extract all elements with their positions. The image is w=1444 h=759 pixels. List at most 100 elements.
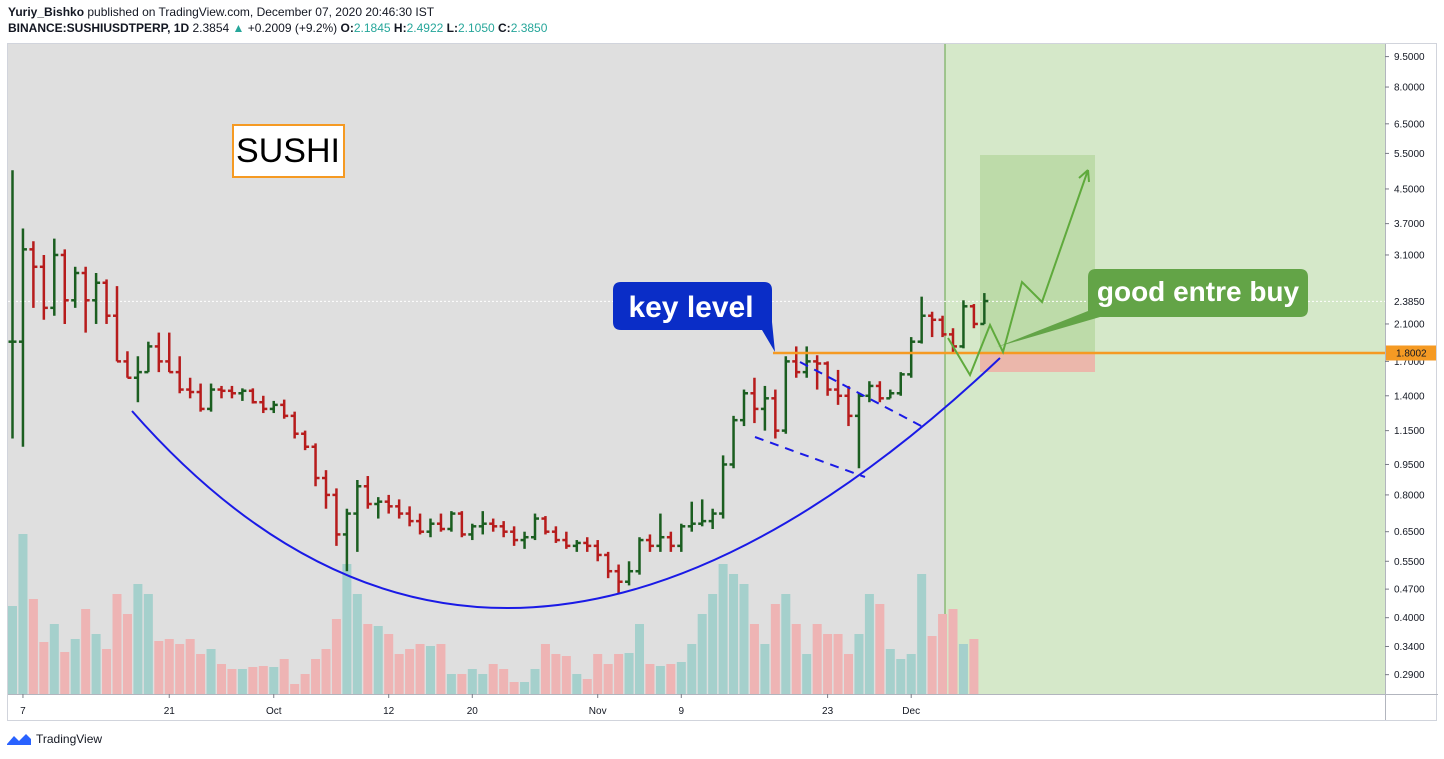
ohlc-bar xyxy=(844,385,853,427)
ohlc-bar xyxy=(196,383,205,412)
ohlc-bar xyxy=(834,369,843,405)
high-label: H: xyxy=(393,21,407,35)
volume-bar xyxy=(864,594,874,694)
ohlc-bar xyxy=(687,501,696,532)
symbol-line: BINANCE:SUSHIUSDTPERP, 1D 2.3854 ▲ +0.20… xyxy=(8,20,547,36)
volume-bar xyxy=(102,649,112,694)
ohlc-bar xyxy=(604,551,613,579)
price-tick-label: 1.7000 xyxy=(1394,357,1425,368)
time-tick-label: 9 xyxy=(679,706,685,717)
ohlc-bar xyxy=(384,494,393,514)
volume-bar xyxy=(248,667,258,694)
price-tick-label: 3.7000 xyxy=(1394,219,1425,230)
volume-bar xyxy=(896,659,906,694)
chart-frame xyxy=(7,43,1437,721)
volume-bar xyxy=(802,654,812,694)
price-tick-label: 9.5000 xyxy=(1394,52,1425,63)
volume-bar xyxy=(217,664,226,694)
volume-bar xyxy=(551,654,561,694)
ohlc-bar xyxy=(342,508,351,572)
volume-bar xyxy=(927,636,937,694)
author-name[interactable]: Yuriy_Bishko xyxy=(8,5,85,19)
volume-bar xyxy=(645,664,655,694)
ohlc-bar xyxy=(374,497,383,519)
price-tick-label: 1.4000 xyxy=(1394,391,1425,402)
ohlc-bar xyxy=(677,523,686,552)
time-tick-label: Nov xyxy=(589,706,607,717)
wedge-lower-line[interactable] xyxy=(754,436,866,478)
key-level-callout[interactable]: key level xyxy=(613,282,775,352)
volume-bar xyxy=(823,634,833,694)
price-tick-label: 0.4700 xyxy=(1394,585,1425,596)
projection-path[interactable] xyxy=(947,169,1089,378)
volume-bar xyxy=(687,644,697,694)
ohlc-bar xyxy=(719,455,728,519)
ohlc-bar xyxy=(29,241,38,308)
good-entry-text: good entre buy xyxy=(1097,276,1300,307)
price-axis[interactable]: 9.5000 8.0000 6.5000 5.5000 4.5000 3.7000 3.10… xyxy=(1385,52,1425,681)
price-tick-label: 0.2900 xyxy=(1394,670,1425,681)
volume-bar xyxy=(81,609,91,694)
volume-bar xyxy=(143,594,153,694)
volume-bar xyxy=(917,574,927,694)
ohlc-bar xyxy=(154,332,163,373)
volume-bar xyxy=(906,654,916,694)
volume-bar xyxy=(488,664,498,694)
volume-bar xyxy=(227,669,237,694)
ohlc-bar xyxy=(50,238,59,316)
ohlc-bar xyxy=(635,537,644,575)
chart-header: Yuriy_Bishko published on TradingView.co… xyxy=(8,4,547,36)
ohlc-bar xyxy=(280,399,289,419)
last-price-tag-text: 2.3850 xyxy=(1394,297,1425,308)
ohlc-bar xyxy=(593,540,602,562)
rounding-bottom-curve[interactable] xyxy=(131,357,1001,610)
ohlc-bar xyxy=(802,346,811,378)
ohlc-bar xyxy=(813,355,822,390)
ohlc-bar xyxy=(227,385,236,399)
volume-bar xyxy=(436,644,446,694)
price-tick-label: 0.9500 xyxy=(1394,460,1425,471)
ohlc-bars xyxy=(8,170,989,593)
open-label: O: xyxy=(340,21,354,35)
time-axis[interactable]: 7 21 Oct 12 20 Nov 9 23 Dec xyxy=(20,694,920,717)
last-price-tag: 2.3850 xyxy=(1386,294,1436,309)
volume-bar xyxy=(446,674,456,694)
volume-bar xyxy=(844,654,853,694)
volume-bar xyxy=(812,624,822,694)
time-tick-label: 21 xyxy=(164,706,176,717)
price-tick-label: 0.5500 xyxy=(1394,557,1425,568)
close-label: C: xyxy=(498,21,511,35)
sushi-title-box[interactable]: SUSHI xyxy=(232,124,345,178)
open-value: 2.1845 xyxy=(353,21,391,35)
volume-bar xyxy=(676,662,686,694)
good-entry-callout[interactable]: good entre buy xyxy=(997,269,1308,347)
ohlc-bar xyxy=(698,499,707,527)
up-arrow-icon: ▲ xyxy=(232,21,245,35)
ohlc-bar xyxy=(562,531,571,549)
volume-bar xyxy=(938,614,948,694)
price-tick-label: 3.1000 xyxy=(1394,250,1425,261)
volume-bar xyxy=(28,599,38,694)
ohlc-bar xyxy=(886,389,895,400)
ohlc-bar xyxy=(708,508,717,529)
ohlc-bar xyxy=(771,389,780,439)
volume-bar xyxy=(948,609,958,694)
high-value: 2.4922 xyxy=(406,21,444,35)
ohlc-bar xyxy=(531,513,539,541)
volume-bar xyxy=(781,594,791,694)
volume-bar xyxy=(300,674,310,694)
volume-bar xyxy=(614,654,624,694)
ohlc-bar xyxy=(447,511,456,532)
ohlc-bar xyxy=(468,523,477,541)
footer-brand[interactable]: TradingView xyxy=(36,732,103,746)
ohlc-bar xyxy=(457,511,466,538)
price-tick-label: 0.4000 xyxy=(1394,613,1425,624)
ohlc-bar xyxy=(92,272,101,324)
ohlc-bar xyxy=(175,356,184,394)
volume-bar xyxy=(770,604,780,694)
price-tick-label: 2.1000 xyxy=(1394,319,1425,330)
wedge-upper-line[interactable] xyxy=(799,361,926,429)
time-tick-label: 20 xyxy=(467,706,479,717)
ohlc-bar xyxy=(520,531,529,549)
